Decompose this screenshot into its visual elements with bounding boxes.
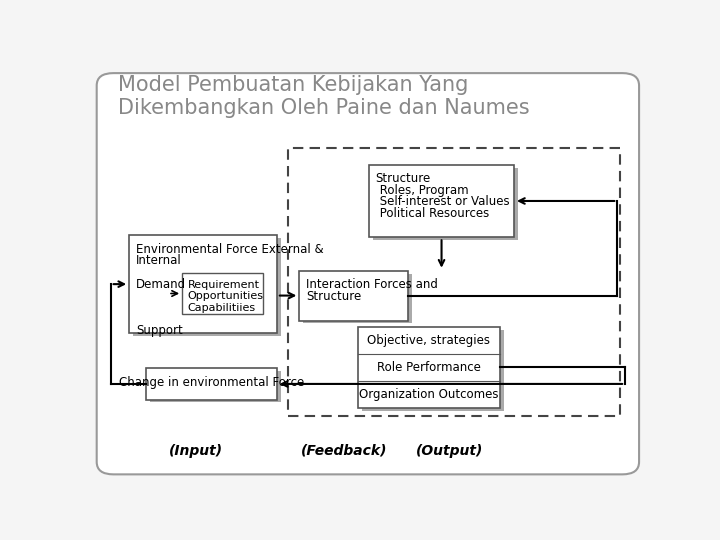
Text: Political Resources: Political Resources: [376, 207, 489, 220]
Text: Interaction Forces and: Interaction Forces and: [306, 278, 438, 291]
Text: (Input): (Input): [169, 444, 223, 458]
Text: Internal: Internal: [136, 254, 181, 267]
Text: Opportunities: Opportunities: [188, 292, 264, 301]
Bar: [145, 368, 277, 400]
Bar: [182, 273, 263, 314]
Bar: [303, 274, 412, 323]
Text: (Output): (Output): [416, 444, 484, 458]
Text: (Feedback): (Feedback): [301, 444, 387, 458]
Text: Requirement: Requirement: [188, 280, 260, 290]
Bar: [150, 371, 281, 402]
Text: Structure: Structure: [306, 290, 361, 303]
Text: Change in environmental Force: Change in environmental Force: [119, 376, 304, 389]
Text: Demand: Demand: [136, 278, 186, 291]
Text: Environmental Force External &: Environmental Force External &: [136, 243, 323, 256]
Bar: [129, 235, 277, 333]
Text: Organization Outcomes: Organization Outcomes: [359, 388, 499, 401]
Text: Role Performance: Role Performance: [377, 361, 481, 374]
Bar: [361, 329, 504, 411]
Bar: [369, 165, 514, 238]
Text: Self-interest or Values: Self-interest or Values: [376, 195, 509, 208]
Bar: [288, 148, 620, 416]
Bar: [373, 167, 518, 240]
Text: Structure: Structure: [376, 172, 431, 185]
Text: Capabilitiies: Capabilitiies: [188, 302, 256, 313]
Bar: [133, 238, 281, 336]
FancyBboxPatch shape: [96, 73, 639, 474]
Bar: [358, 327, 500, 408]
Text: Model Pembuatan Kebijakan Yang
Dikembangkan Oleh Paine dan Naumes: Model Pembuatan Kebijakan Yang Dikembang…: [118, 75, 529, 118]
Text: Objective, strategies: Objective, strategies: [367, 334, 490, 347]
Text: Support: Support: [136, 324, 182, 338]
Bar: [300, 271, 408, 321]
Text: Roles, Program: Roles, Program: [376, 184, 468, 197]
